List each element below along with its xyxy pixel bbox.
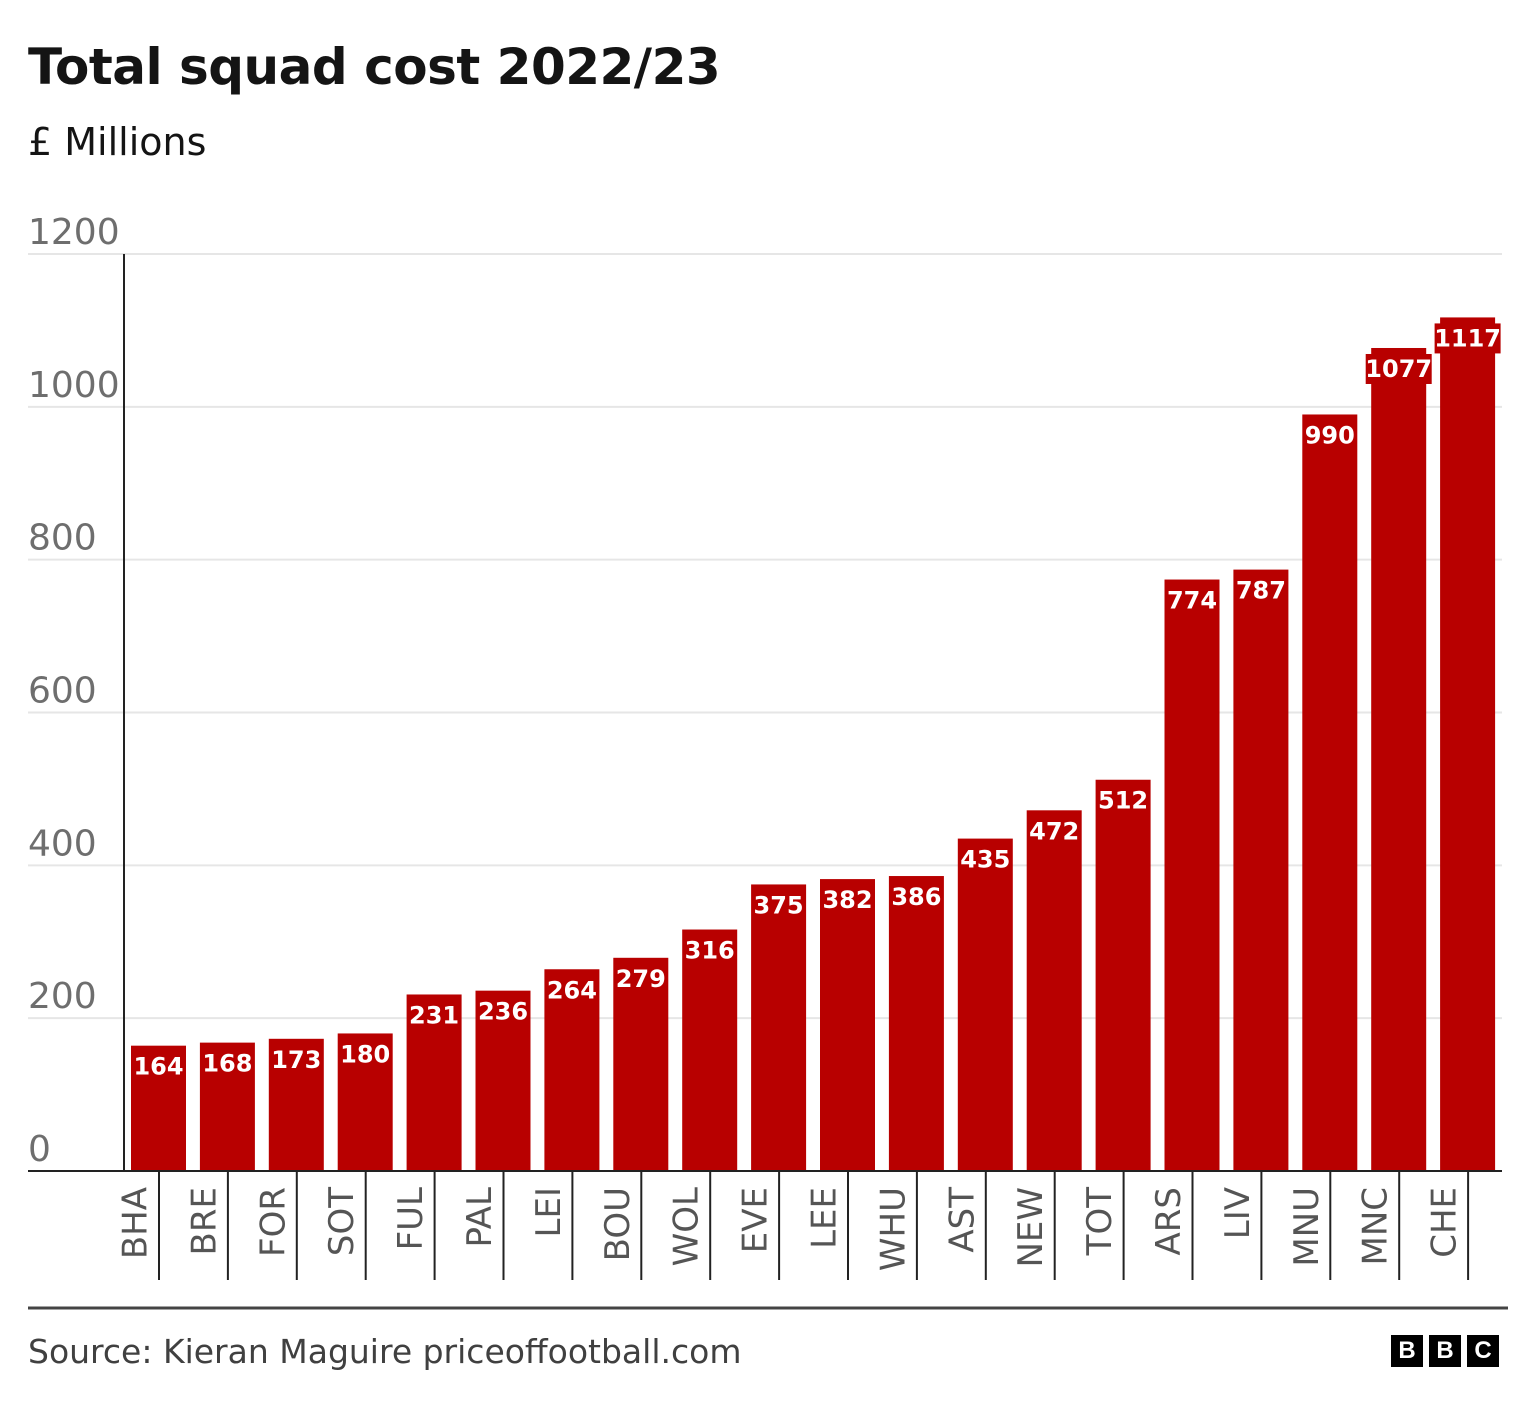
y-tick-label: 1000	[28, 365, 120, 406]
value-label-background	[615, 963, 667, 994]
bbc-logo-letter: C	[1467, 1335, 1499, 1367]
value-label: 168	[202, 1050, 252, 1078]
y-tick-label: 1200	[28, 212, 120, 253]
bar	[682, 929, 738, 1171]
category-label: LEE	[805, 1187, 845, 1249]
value-label-background	[684, 935, 736, 966]
value-label: 787	[1236, 577, 1286, 605]
bar	[1302, 414, 1358, 1172]
value-label-background	[477, 996, 529, 1027]
bar	[820, 879, 875, 1171]
value-label-background	[822, 885, 873, 916]
y-tick-label: 200	[28, 976, 97, 1017]
category-label: BOU	[598, 1187, 638, 1261]
value-label-background	[1028, 816, 1080, 847]
value-label-background	[1166, 585, 1218, 616]
category-label: PAL	[460, 1187, 500, 1248]
category-label: AST	[942, 1187, 982, 1253]
value-label: 386	[891, 883, 941, 911]
value-label: 990	[1305, 421, 1355, 449]
value-label: 180	[340, 1040, 390, 1068]
category-label: BHA	[116, 1187, 156, 1259]
bar	[888, 876, 944, 1171]
value-label: 375	[754, 891, 804, 919]
category-label: SOT	[322, 1187, 362, 1256]
value-label-background	[1304, 420, 1356, 451]
category-label: BRE	[184, 1187, 224, 1255]
value-label-background	[890, 882, 942, 913]
category-label: NEW	[1011, 1187, 1051, 1268]
value-label-background	[1097, 785, 1149, 816]
bar	[1440, 317, 1496, 1171]
value-label: 774	[1167, 587, 1217, 615]
chart-title: Total squad cost 2022/23	[28, 38, 721, 96]
value-label-background	[339, 1039, 391, 1070]
value-label: 512	[1098, 787, 1148, 815]
category-label: FUL	[391, 1187, 431, 1250]
value-label: 164	[133, 1053, 183, 1081]
value-label-background	[1434, 323, 1501, 354]
y-tick-label: 600	[28, 671, 97, 712]
value-label-background	[133, 1051, 184, 1082]
y-tick-label: 400	[28, 823, 97, 864]
value-label: 231	[409, 1001, 459, 1029]
source-note: Source: Kieran Maguire priceoffootball.c…	[28, 1332, 742, 1371]
y-tick-label: 0	[28, 1129, 51, 1170]
category-label: EVE	[736, 1187, 776, 1253]
category-label: CHE	[1425, 1187, 1465, 1258]
y-tick-label: 800	[28, 518, 97, 559]
chart-subtitle: £ Millions	[28, 120, 207, 164]
value-label-background	[959, 844, 1011, 875]
value-label: 264	[547, 976, 597, 1004]
category-label: FOR	[253, 1187, 293, 1257]
category-label: MNU	[1287, 1187, 1327, 1267]
bbc-logo: B B C	[1391, 1335, 1499, 1367]
category-label: ARS	[1149, 1187, 1189, 1255]
value-label-background	[1235, 575, 1287, 606]
bar	[1233, 569, 1289, 1171]
value-label-background	[201, 1048, 253, 1079]
bar	[1026, 810, 1082, 1171]
bar	[1095, 779, 1151, 1171]
value-label: 316	[685, 937, 735, 965]
value-label: 472	[1029, 817, 1079, 845]
bar	[751, 884, 807, 1171]
bbc-logo-letter: B	[1391, 1335, 1423, 1367]
category-label: WHU	[873, 1187, 913, 1271]
value-label: 435	[960, 846, 1010, 874]
bar	[1164, 579, 1220, 1171]
bar	[957, 838, 1013, 1171]
category-label: TOT	[1080, 1187, 1120, 1257]
category-label: LEI	[529, 1187, 569, 1237]
value-label: 173	[271, 1046, 321, 1074]
value-label: 382	[822, 886, 872, 914]
value-label-background	[408, 1000, 460, 1031]
value-label: 1077	[1365, 355, 1432, 383]
value-label-background	[270, 1044, 322, 1075]
category-label: MNC	[1356, 1187, 1396, 1266]
value-label: 279	[616, 965, 666, 993]
value-label-background	[753, 890, 805, 921]
value-label-background	[546, 975, 598, 1006]
bbc-logo-letter: B	[1429, 1335, 1461, 1367]
value-label-background	[1365, 353, 1432, 384]
value-label: 236	[478, 998, 528, 1026]
value-label: 1117	[1434, 324, 1501, 352]
bar	[1371, 347, 1427, 1171]
category-label: LIV	[1218, 1187, 1258, 1239]
category-label: WOL	[667, 1187, 707, 1266]
